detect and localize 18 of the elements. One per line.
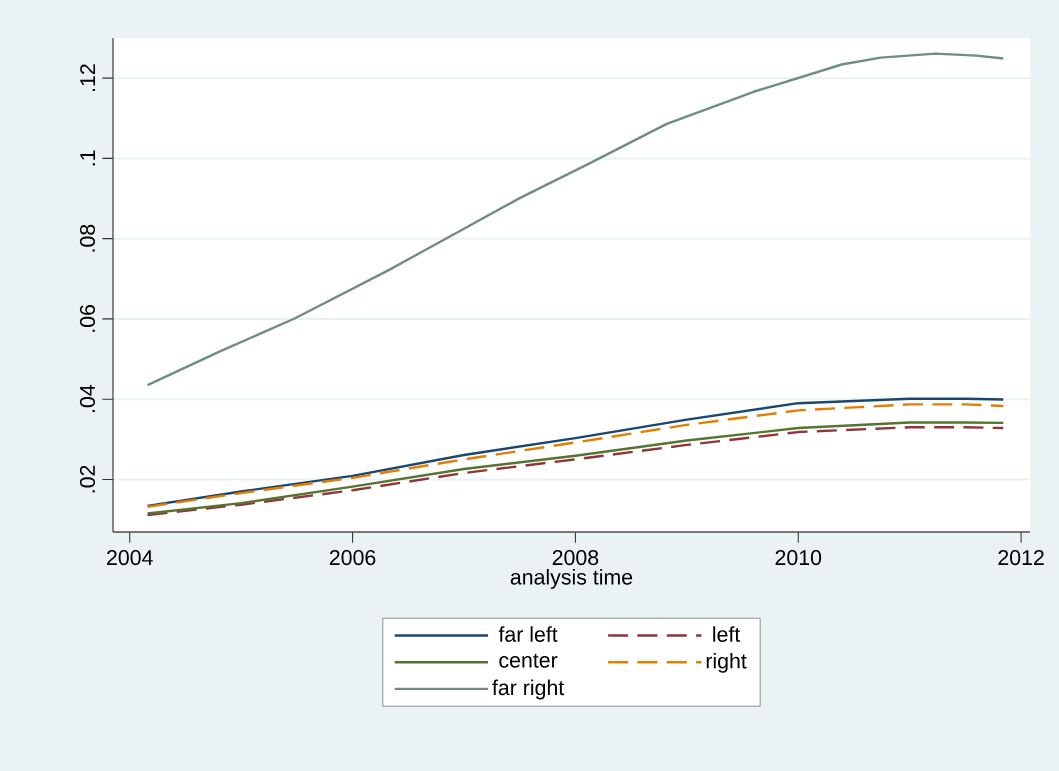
legend-label: right [706,652,747,673]
legend-label: center [499,653,558,668]
x-tick-label: 2004 [107,550,153,566]
y-tick-label: .1 [80,150,96,166]
x-axis-title: analysis time [510,568,633,589]
legend-label: left [713,626,741,642]
y-tick-label: .12 [80,64,96,92]
x-tick-label: 2010 [775,550,822,566]
x-tick-label: 2008 [552,550,599,566]
x-tick-label: 2006 [329,550,376,566]
y-tick-label: .06 [79,305,96,332]
line-series [146,52,1005,387]
x-tick-label: 2012 [998,550,1044,566]
y-tick-label: .04 [79,384,96,413]
y-tick-label: .08 [79,224,96,252]
legend-label: far left [498,626,558,642]
legend-label: far right [492,679,565,700]
y-tick-label: .02 [79,465,96,493]
